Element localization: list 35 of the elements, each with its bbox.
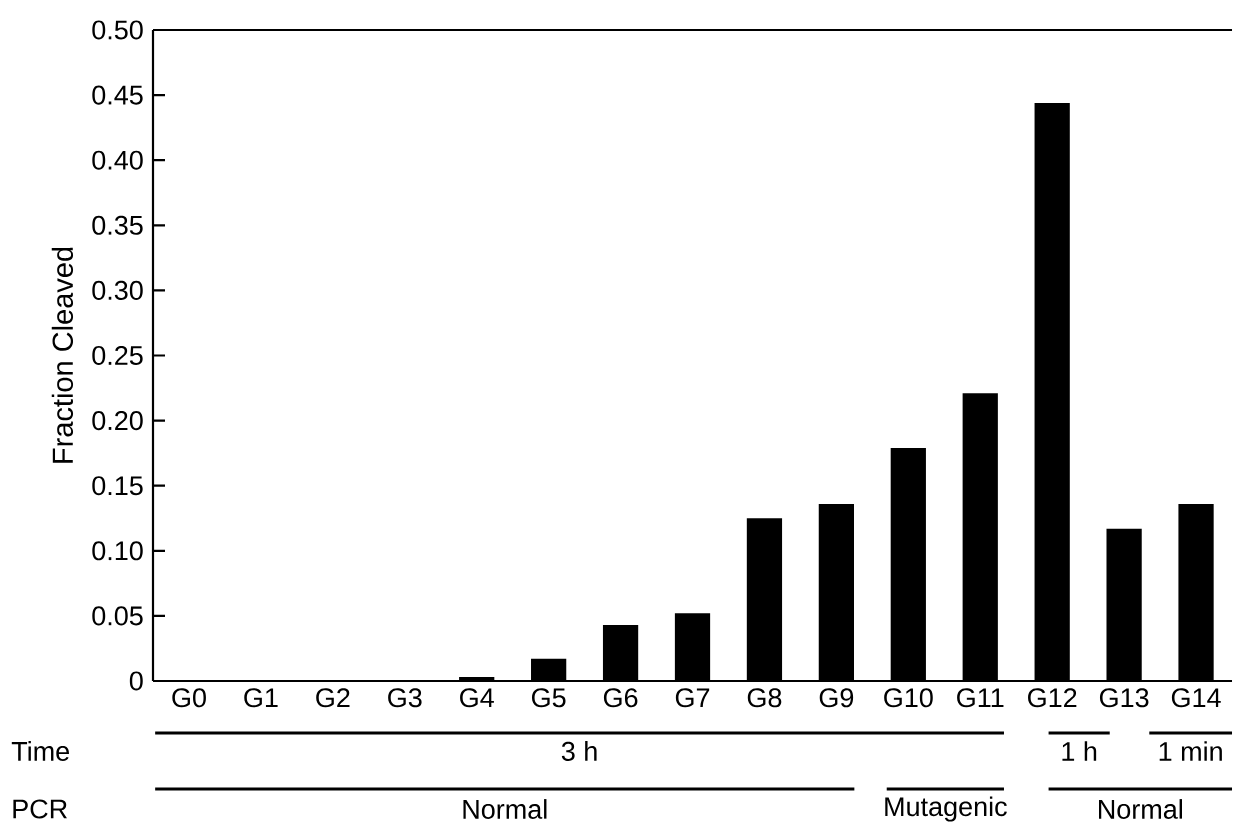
text: 1 min xyxy=(1159,741,1222,761)
x-tick-label: G13 xyxy=(1099,688,1149,708)
y-tick-label: 0.05 xyxy=(92,606,143,626)
y-tick-label: 0.20 xyxy=(92,411,143,431)
text: 1 h xyxy=(1062,741,1097,761)
text: Mutagenic xyxy=(885,796,1007,822)
text: Normal xyxy=(463,799,547,819)
x-tick-label: G2 xyxy=(316,688,350,708)
x-tick-label: G11 xyxy=(957,688,1004,708)
y-tick-label: 0.10 xyxy=(92,541,143,561)
x-tick-label: G12 xyxy=(1028,688,1077,708)
x-tick-label: G6 xyxy=(603,688,638,708)
x-tick-label: G8 xyxy=(747,688,782,708)
y-tick-label: 0 xyxy=(129,671,143,691)
text: PCR xyxy=(13,799,67,819)
x-tick-label: G3 xyxy=(388,688,422,708)
x-tick-label: G9 xyxy=(819,688,854,708)
x-tick-label: G14 xyxy=(1171,688,1221,708)
x-tick-label: G4 xyxy=(460,688,494,708)
text: Time xyxy=(11,741,69,761)
y-tick-label: 0.35 xyxy=(92,215,143,235)
y-tick-label: 0.15 xyxy=(92,476,143,496)
y-axis-title: Fraction Cleaved xyxy=(51,247,74,463)
y-tick-label: 0.30 xyxy=(92,280,143,300)
x-tick-label: G0 xyxy=(172,688,206,708)
x-tick-label: G10 xyxy=(884,688,933,708)
x-tick-label: G7 xyxy=(675,688,710,708)
y-tick-label: 0.45 xyxy=(92,85,143,105)
text: Normal xyxy=(1099,799,1182,819)
y-tick-label: 0.25 xyxy=(92,345,143,366)
y-tick-label: 0.40 xyxy=(92,150,143,170)
y-tick-label: 0.50 xyxy=(92,20,143,40)
x-tick-label: G5 xyxy=(531,688,566,708)
x-tick-label: G1 xyxy=(244,688,278,708)
text: 3 h xyxy=(561,741,597,761)
